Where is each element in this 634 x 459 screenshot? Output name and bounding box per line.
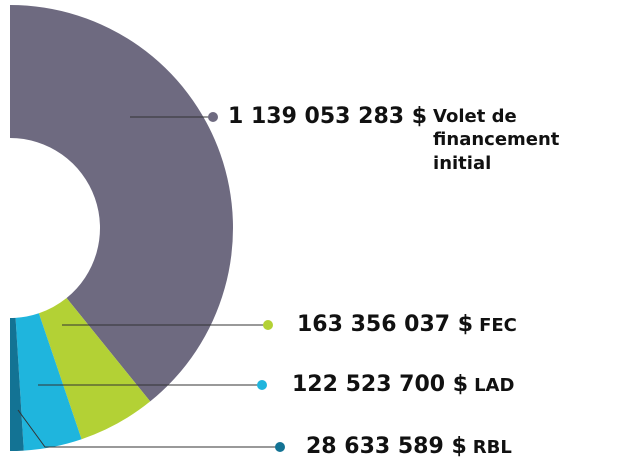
leader-dot (263, 320, 273, 330)
donut-segment (10, 5, 234, 402)
leader-dot (208, 112, 218, 122)
category-label: FEC (479, 315, 517, 336)
value-label: 1 139 053 283 $ Volet de financement init… (228, 106, 559, 174)
leader-dot (257, 380, 267, 390)
category-label: Volet de financement initial (433, 106, 560, 174)
donut-segment (38, 297, 151, 440)
category-label: RBL (472, 437, 512, 458)
category-label: LAD (474, 375, 515, 396)
donut-segment (10, 317, 24, 451)
donut-segment (15, 313, 82, 451)
value-label: 122 523 700 $ LAD (292, 372, 515, 397)
value-label: 28 633 589 $ RBL (306, 434, 512, 459)
leader-line (17, 409, 280, 448)
value-label: 163 356 037 $ FEC (297, 312, 517, 337)
leader-dot (275, 442, 285, 452)
